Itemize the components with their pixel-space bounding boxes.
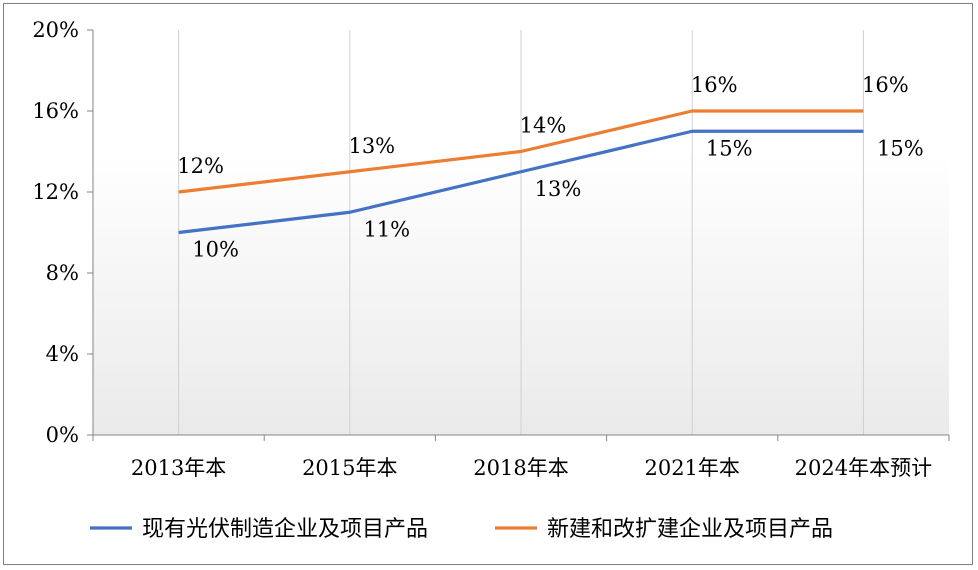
y-tick-label: 0% <box>46 423 79 447</box>
data-labels: 10% 11% 13% 15% 15% 12% 13% 14% 16% 16% <box>177 73 923 262</box>
y-tick-label: 8% <box>46 261 79 285</box>
data-label-series-1: 15% <box>706 136 753 160</box>
x-tick-label: 2024年本预计 <box>795 456 932 480</box>
y-tick-label: 16% <box>32 99 79 123</box>
data-label-series-2: 16% <box>862 73 909 97</box>
grid-lines <box>178 30 864 435</box>
data-label-series-1: 13% <box>535 177 582 201</box>
legend: 现有光伏制造企业及项目产品 新建和改扩建企业及项目产品 <box>90 517 833 542</box>
x-tick-label: 2013年本 <box>131 456 226 480</box>
series-line-2 <box>178 109 864 194</box>
data-label-series-2: 16% <box>691 73 738 97</box>
series-line-1 <box>178 129 864 235</box>
y-tick-label: 4% <box>46 342 79 366</box>
data-label-series-1: 10% <box>192 238 239 262</box>
y-tick-label: 20% <box>32 18 79 42</box>
data-label-series-2: 13% <box>348 134 395 158</box>
legend-label-1: 现有光伏制造企业及项目产品 <box>142 517 428 542</box>
data-label-series-1: 11% <box>363 217 410 241</box>
axes: 0% 4% 8% 12% 16% 20% 2013年本 2015年本 2018年本 2021年本 2… <box>32 18 950 480</box>
x-tick-label: 2018年本 <box>473 456 568 480</box>
x-tick-label: 2015年本 <box>302 456 397 480</box>
data-label-series-2: 12% <box>177 154 224 178</box>
data-label-series-1: 15% <box>877 136 924 160</box>
y-tick-label: 12% <box>32 180 79 204</box>
legend-label-2: 新建和改扩建企业及项目产品 <box>547 517 833 542</box>
series-lines <box>178 109 864 235</box>
x-tick-label: 2021年本 <box>644 456 739 480</box>
data-label-series-2: 14% <box>520 114 567 138</box>
